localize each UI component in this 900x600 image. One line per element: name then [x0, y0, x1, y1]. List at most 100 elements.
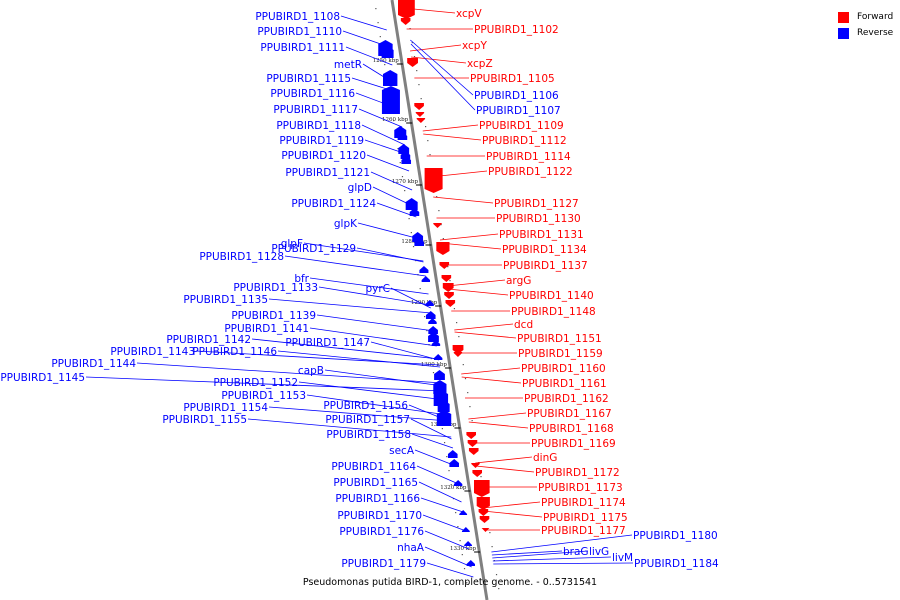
leader-line	[454, 323, 514, 331]
leader-line	[468, 412, 527, 420]
leader-line	[461, 367, 521, 375]
gene-label-reverse: PPUBIRD1_1118	[276, 120, 361, 132]
reverse-gene	[405, 198, 418, 210]
leader-line	[408, 404, 449, 422]
leader-line	[440, 242, 502, 250]
reverse-gene	[447, 450, 458, 458]
leader-line	[475, 456, 533, 464]
gene-label-forward: PPUBIRD1_1131	[499, 229, 584, 241]
genome-axis	[390, 0, 489, 600]
gene-label-forward: PPUBIRD1_1177	[541, 525, 626, 537]
gene-label-reverse: PPUBIRD1_1133	[233, 282, 318, 294]
gene-label-reverse: PPUBIRD1_1108	[255, 11, 340, 23]
minor-dot	[418, 84, 420, 86]
gene-label-forward: PPUBIRD1_1114	[486, 151, 571, 163]
minor-dot	[467, 392, 469, 394]
minor-dot	[375, 8, 377, 10]
forward-gene	[415, 112, 425, 117]
leader-line	[306, 394, 448, 416]
minor-dot	[442, 238, 444, 240]
forward-gene	[467, 440, 478, 447]
gene-label-forward: PPUBIRD1_1159	[518, 348, 603, 360]
leader-line	[364, 139, 407, 155]
gene-label-reverse: PPUBIRD1_1170	[337, 510, 422, 522]
minor-dot	[461, 554, 463, 556]
reverse-gene	[381, 46, 394, 58]
leader-line	[370, 171, 413, 191]
leader-line	[426, 562, 474, 578]
gene-label-forward: PPUBIRD1_1167	[527, 408, 612, 420]
leader-line	[433, 196, 494, 204]
forward-gene	[466, 432, 476, 439]
legend-forward-swatch	[838, 11, 849, 23]
minor-dot	[457, 526, 459, 528]
forward-gene	[478, 509, 489, 516]
minor-dot	[412, 246, 415, 248]
forward-gene	[407, 58, 418, 67]
minor-dot	[448, 470, 450, 472]
leader-line	[324, 369, 444, 387]
minor-dot	[459, 540, 461, 542]
gene-label-forward: PPUBIRD1_1102	[474, 24, 559, 36]
gene-label-reverse: PPUBIRD1_1143	[110, 346, 195, 358]
leader-line	[358, 108, 403, 128]
minor-dot	[462, 364, 464, 366]
minor-dot	[430, 358, 432, 360]
leader-line	[491, 550, 563, 556]
leader-line	[342, 30, 390, 48]
leader-line	[429, 170, 488, 178]
leader-line	[410, 43, 476, 111]
gene-label-reverse: secA	[389, 445, 415, 457]
gene-label-reverse: PPUBIRD1_1158	[326, 429, 411, 441]
minor-dot	[401, 176, 404, 178]
legend-reverse-label: Reverse	[857, 28, 894, 38]
leader-line	[439, 233, 499, 241]
leader-line	[418, 481, 462, 503]
legend: Forward Reverse	[838, 9, 893, 41]
gene-label-reverse: PPUBIRD1_1164	[331, 461, 416, 473]
gene-label-forward: PPUBIRD1_1134	[502, 244, 587, 256]
reverse-gene	[466, 560, 475, 566]
gene-label-reverse: PPUBIRD1_1166	[335, 493, 420, 505]
reverse-gene	[464, 541, 472, 546]
gene-label-forward: PPUBIRD1_1127	[494, 198, 579, 210]
minor-dot	[449, 280, 451, 282]
minor-dot	[410, 232, 412, 234]
gene-label-reverse: PPUBIRD1_1121	[285, 167, 370, 179]
minor-dot	[424, 316, 426, 318]
gene-label-reverse: PPUBIRD1_1156	[323, 400, 408, 412]
gene-label-reverse: PPUBIRD1_1117	[273, 104, 358, 116]
gene-label-reverse: PPUBIRD1_1135	[183, 294, 268, 306]
gene-label-reverse: PPUBIRD1_1184	[634, 558, 719, 570]
leader-line	[468, 421, 529, 429]
leader-line	[493, 562, 634, 565]
gene-label-reverse: PPUBIRD1_1142	[166, 334, 251, 346]
gene-label-forward: PPUBIRD1_1173	[538, 482, 623, 494]
leader-line	[376, 202, 417, 218]
minor-dot	[463, 568, 466, 570]
reverse-gene	[421, 276, 431, 282]
leader-line	[355, 92, 400, 110]
forward-gene	[442, 283, 454, 292]
forward-gene	[476, 497, 490, 510]
reverse-gene	[428, 332, 439, 342]
minor-dot	[466, 582, 468, 584]
forward-gene	[441, 275, 452, 282]
gene-label-reverse: PPUBIRD1_1115	[266, 73, 351, 85]
gene-label-forward: PPUBIRD1_1122	[488, 166, 573, 178]
gene-label-forward: xcpV	[456, 8, 482, 20]
gene-label-reverse: glpK	[334, 218, 358, 230]
reverse-gene	[428, 326, 438, 334]
leader-line	[423, 133, 482, 141]
gene-label-forward: PPUBIRD1_1174	[541, 497, 626, 509]
minor-dot	[441, 428, 443, 430]
minor-dot	[491, 546, 493, 548]
leader-line	[422, 124, 479, 132]
minor-dot	[495, 574, 498, 576]
gene-label-reverse: PPUBIRD1_1145	[0, 372, 85, 384]
leader-line	[298, 381, 446, 401]
gene-label-reverse: PPUBIRD1_1111	[260, 42, 345, 54]
minor-dot	[443, 442, 446, 444]
leader-line	[390, 287, 431, 309]
leader-line	[284, 255, 426, 277]
